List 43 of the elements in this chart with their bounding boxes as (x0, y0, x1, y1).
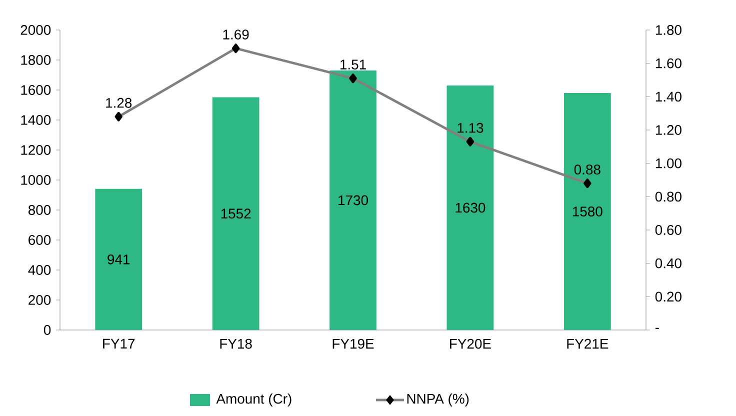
bar (446, 85, 494, 330)
y-tick-label: 1800 (21, 55, 51, 65)
y2-tick-label: 1.20 (656, 125, 682, 135)
x-tick-label: FY21E (567, 338, 608, 349)
y2-tick-label: 1.60 (656, 58, 682, 68)
bar (95, 188, 142, 330)
y-tick-label: 600 (28, 235, 51, 245)
y-tick-label: 2000 (20, 25, 51, 35)
x-tick-label: FY20E (450, 338, 491, 349)
data-label: 1.28 (106, 98, 132, 108)
y2-tick-label: 0.40 (655, 258, 682, 268)
y2-tick-label: 1.40 (656, 92, 682, 102)
data-label: 0.88 (574, 164, 600, 174)
y-tick-label: 800 (28, 205, 51, 215)
data-label: 1580 (572, 206, 602, 216)
y-tick-label: 1200 (21, 145, 51, 155)
y2-tick-label: 0.80 (655, 192, 682, 202)
legend-label: NNPA (%) (407, 394, 469, 406)
x-tick-label: FY19E (332, 338, 374, 349)
bar (564, 92, 611, 330)
bar (330, 70, 376, 330)
y-tick-label: 200 (28, 295, 51, 305)
data-label: 1630 (456, 202, 486, 213)
data-label: 1.69 (223, 30, 249, 40)
data-label: 1730 (338, 195, 368, 206)
y-tick-label: 1000 (21, 175, 51, 185)
y2-tick-label: 1.80 (656, 25, 682, 35)
x-tick-label: FY18 (220, 338, 252, 349)
data-label: 1.13 (458, 122, 484, 133)
y2-tick-label: 0.20 (655, 292, 682, 302)
data-label: 1.51 (340, 60, 366, 70)
y2-tick-label: - (655, 328, 659, 329)
y-tick-label: 0 (44, 325, 51, 335)
y-tick-label: 400 (28, 265, 51, 275)
data-label: 1552 (221, 208, 251, 219)
y-tick-label: 1400 (21, 115, 51, 125)
data-label: 941 (108, 254, 130, 264)
x-tick-label: FY17 (103, 338, 135, 348)
bar (212, 97, 260, 330)
y2-tick-label: 0.60 (655, 225, 682, 235)
legend-label: Amount (Cr) (216, 394, 292, 406)
y2-tick-label: 1.00 (656, 158, 682, 168)
y-tick-label: 1600 (21, 85, 51, 95)
